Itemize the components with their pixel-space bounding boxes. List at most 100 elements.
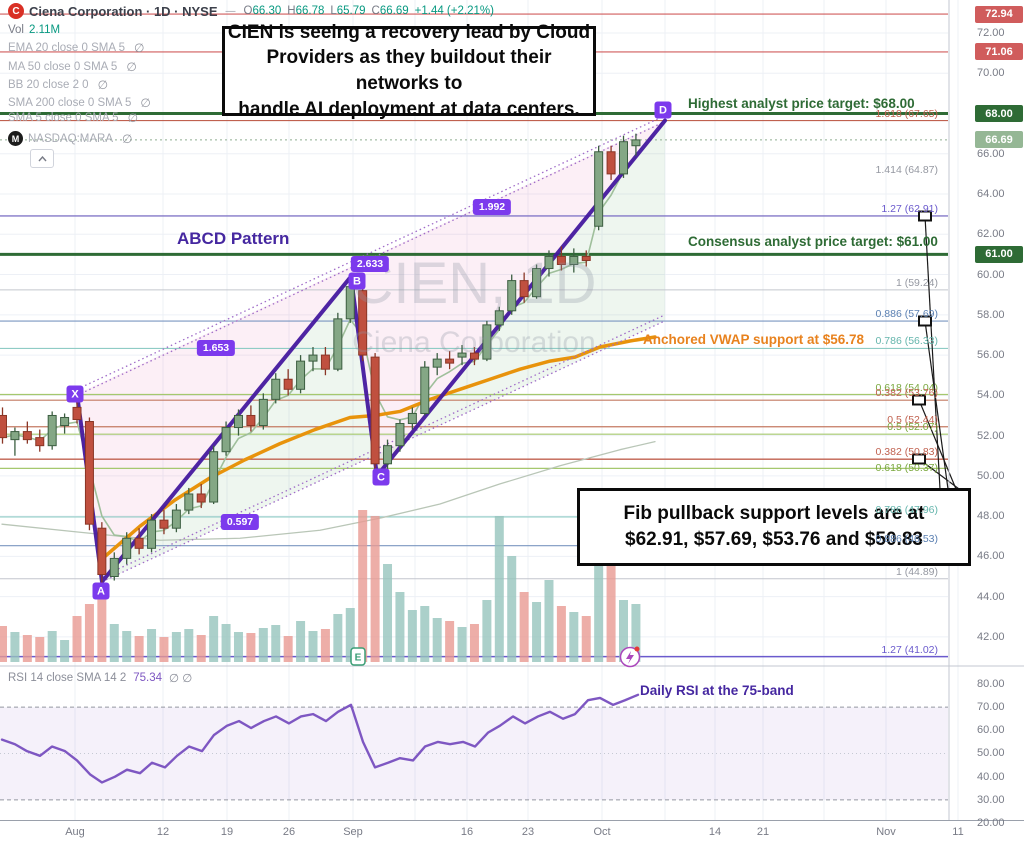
candle-body [10,431,20,441]
volume-bar [147,629,157,662]
price-axis-badge: 71.06 [975,43,1023,61]
candle-body [60,416,70,427]
eye-off-icon[interactable]: ∅ [127,111,139,125]
pattern-point-badge-C[interactable]: C [372,468,390,486]
fib-support-callout-box[interactable]: Fib pullback support levels are at $62.9… [577,488,971,566]
candle-body [184,493,194,511]
pattern-ratio-badge: 1.653 [196,340,236,356]
symbol-title[interactable]: Ciena Corporation · 1D · NYSE [29,3,218,19]
rsi-flags: ∅ ∅ [169,673,193,685]
vol-value: 2.11M [29,24,61,36]
candle-body [221,427,231,453]
pattern-point-badge-A[interactable]: A [92,582,110,600]
candle-body [72,406,82,420]
pattern-point-badge-D[interactable]: D [654,101,672,119]
candle-body [594,151,604,227]
candle-body [209,451,219,503]
rsi-line [0,693,640,784]
fib-level-label: 1.414 (64.87) [875,163,938,176]
abcd-pattern-label[interactable]: ABCD Pattern [177,229,290,248]
volume-bar [246,633,256,662]
alert-notification-dot [634,646,640,652]
volume-bar [383,564,393,662]
candle-body [619,141,628,175]
time-axis[interactable]: Aug 12 19 26 Sep 16 23 Oct 14 21 Nov 11 [0,820,1024,843]
rsi-tick-label: 30.00 [977,793,1005,806]
indicator-row-mara[interactable]: M NASDAQ:MARA ∅ [8,131,132,146]
volume-bar [60,640,70,662]
indicator-row-bb20[interactable]: BB 20 close 2 0 ∅ [8,78,109,92]
volume-bar [432,618,442,662]
date-tick-label: 11 [952,826,964,838]
eye-off-icon[interactable]: ∅ [133,41,145,55]
fib-level-label: 1.27 (41.02) [881,643,938,656]
eye-off-icon[interactable]: ∅ [126,60,137,74]
rsi-tick-label: 60.00 [977,724,1005,737]
candle-body [35,437,45,447]
indicator-row-ma50[interactable]: MA 50 close 0 SMA 5 ∅ [8,60,137,74]
eye-off-icon[interactable]: ∅ [97,78,109,92]
fib-level-marker [912,453,926,465]
volume-bar [184,629,194,662]
fib-level-marker [912,394,926,406]
date-tick-label: 23 [521,826,535,838]
candle-body [0,414,7,439]
mara-logo-icon: M [8,131,23,146]
volume-bar [445,621,455,662]
candle-body [258,398,268,427]
volume-bar [283,636,293,662]
earnings-badge-letter: E [355,653,362,664]
highest-target-label[interactable]: Highest analyst price target: $68.00 [688,96,915,111]
price-tick-label: 52.00 [977,429,1005,442]
abcd-channel-line [76,114,666,390]
candle-body [395,423,405,447]
rsi-band-label[interactable]: Daily RSI at the 75-band [640,683,794,698]
volume-bar [0,626,7,662]
price-tick-label: 54.00 [977,389,1005,402]
volume-bar [395,592,405,662]
eye-off-icon[interactable]: ∅ [122,131,133,146]
candle-body [358,290,368,356]
price-tick-label: 60.00 [977,268,1005,281]
vwap-support-label[interactable]: Anchored VWAP support at $56.78 [643,332,865,347]
pattern-ratio-badge: 2.633 [350,256,390,272]
candle-body [445,358,455,364]
volume-legend-row[interactable]: Vol 2.11M [8,24,60,36]
fib-level-label: 1 (59.24) [895,276,938,289]
price-tick-label: 42.00 [977,630,1005,643]
volume-bar [233,632,243,662]
fib-level-marker [918,210,932,222]
symbol-legend-row[interactable]: C Ciena Corporation · 1D · NYSE — O66.30… [8,3,494,19]
volume-bar [544,580,554,662]
legend-collapse-icon[interactable]: — [225,5,236,17]
eye-off-icon[interactable]: ∅ [140,96,151,110]
fib-level-label: 0.382 (50.83) [875,446,938,459]
volume-bar [407,610,417,662]
candle-body [283,378,293,390]
rsi-legend-row[interactable]: RSI 14 close SMA 14 2 75.34 ∅ ∅ [8,671,192,685]
date-tick-label: Oct [593,826,611,838]
legend-collapse-button[interactable] [30,149,54,168]
fib-level-label: 0.5 (52.07) [887,421,938,434]
candle-body [47,414,57,447]
volume-bar [196,635,206,662]
volume-bar [47,631,57,662]
rsi-tick-label: 40.00 [977,770,1005,783]
volume-bar [333,614,343,662]
volume-bar [97,596,107,662]
fib-level-label: 1 (44.89) [895,565,938,578]
price-tick-label: 56.00 [977,349,1005,362]
indicator-row-sma5[interactable]: SMA 5 close 0 SMA 5 ∅ [8,111,139,125]
indicator-row-ema20[interactable]: EMA 20 close 0 SMA 5 ∅ [8,41,145,55]
pattern-point-badge-B[interactable]: B [348,272,366,290]
candle-body [532,268,542,298]
earnings-badge-icon [350,647,366,666]
consensus-target-label[interactable]: Consensus analyst price target: $61.00 [688,234,938,249]
rsi-value: 75.34 [133,672,163,684]
news-callout-box[interactable]: CIEN is seeing a recovery lead by Cloud … [222,22,596,120]
chevron-up-icon [37,155,47,161]
pattern-point-badge-X[interactable]: X [66,385,84,403]
indicator-row-sma200[interactable]: SMA 200 close 0 SMA 5 ∅ [8,96,151,110]
